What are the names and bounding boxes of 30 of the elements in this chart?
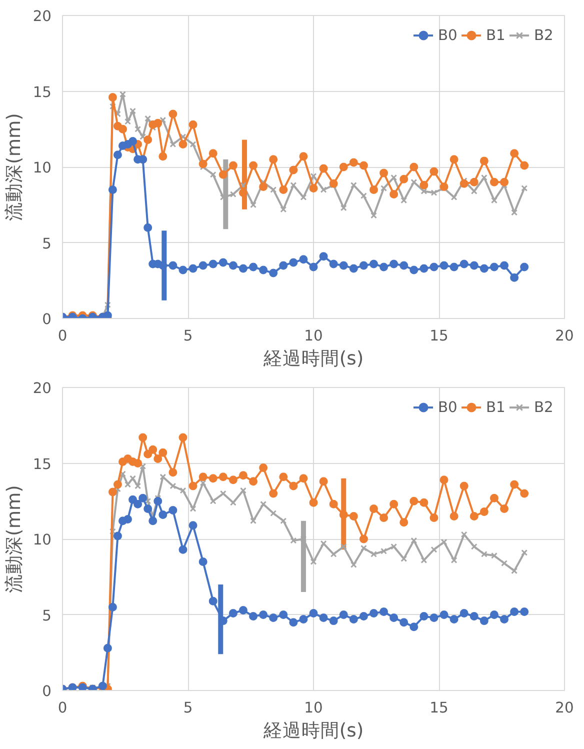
x-axis-title: 経過時間(s) (262, 720, 364, 742)
legend-label: B1 (486, 26, 506, 44)
y-tick-label: 5 (42, 235, 52, 252)
y-axis-title: 流動深(mm) (2, 113, 25, 221)
legend-label: B2 (534, 26, 554, 44)
x-tick-label: 15 (430, 700, 448, 716)
x-tick-label: 0 (58, 700, 68, 716)
x-tick-label: 15 (430, 328, 448, 344)
x-tick-label: 5 (183, 328, 193, 344)
y-tick-label: 5 (42, 607, 52, 624)
x-tick-label: 0 (58, 328, 68, 344)
x-axis-title: 経過時間(s) (262, 348, 364, 370)
y-tick-label: 0 (42, 683, 52, 700)
y-tick-label: 20 (32, 380, 52, 397)
x-tick-label: 5 (183, 700, 193, 716)
legend-label: B2 (534, 398, 554, 416)
legend-label: B0 (438, 26, 458, 44)
x-tick-label: 10 (304, 328, 323, 344)
y-tick-label: 15 (32, 84, 52, 101)
x-tick-label: 10 (304, 700, 323, 716)
y-tick-label: 0 (42, 311, 52, 328)
y-tick-label: 15 (32, 456, 52, 473)
x-tick-label: 20 (555, 700, 574, 716)
y-axis-title: 流動深(mm) (2, 485, 25, 593)
legend-label: B0 (438, 398, 458, 416)
y-tick-label: 10 (32, 532, 52, 548)
legend-label: B1 (486, 398, 506, 416)
x-tick-label: 20 (555, 328, 574, 344)
y-tick-label: 20 (32, 8, 52, 25)
y-tick-label: 10 (32, 160, 52, 176)
